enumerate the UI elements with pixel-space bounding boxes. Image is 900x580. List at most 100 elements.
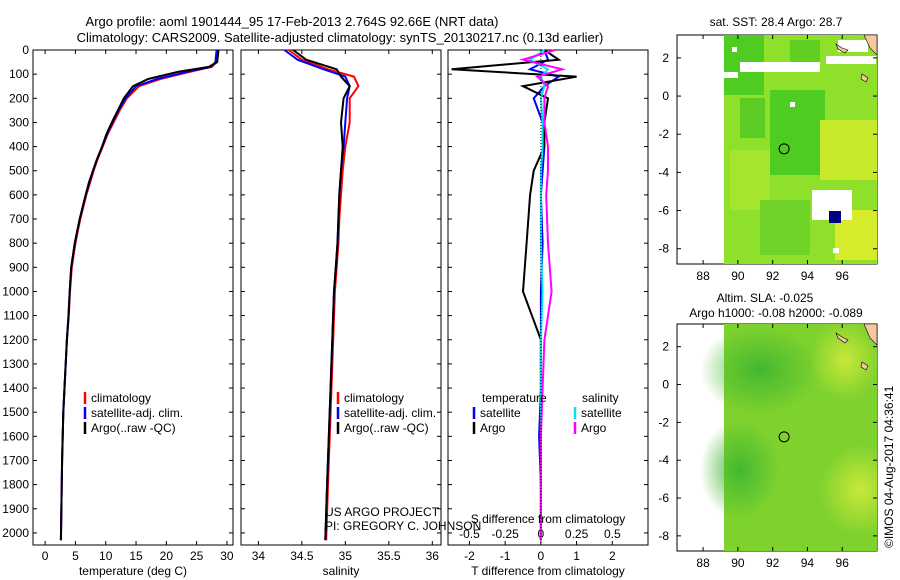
pressure-tick-label: 200 <box>9 91 29 105</box>
map-x-tick-label: 90 <box>731 269 745 283</box>
x-tick-label: 35.5 <box>377 549 401 563</box>
s-diff-tick-label: 0.5 <box>604 527 621 541</box>
legend-t-argo-label: Argo <box>480 421 506 435</box>
legend-climatology-label: climatology <box>344 391 404 405</box>
pressure-tick-label: 2000 <box>2 526 29 540</box>
pressure-axis-ticks: 0 100 200 300 400 500 600 700 800 900 1000 1100 1200… <box>2 43 648 540</box>
sst-map-title: sat. SST: 28.4 Argo: 28.7 <box>710 15 843 29</box>
sla-map-ticks: 88 90 92 94 96 2 0 -2 -4 -6 -8 <box>658 324 877 570</box>
x-tick-label: 2 <box>609 549 616 563</box>
pressure-tick-label: 1100 <box>3 309 29 323</box>
x-tick-label: 30 <box>220 549 234 563</box>
pressure-tick-label: 700 <box>9 212 29 226</box>
pressure-tick-label: 1800 <box>2 478 29 492</box>
pressure-tick-label: 1200 <box>2 333 29 347</box>
x-tick-label: 25 <box>190 549 204 563</box>
salinity-axis-ticks: 34 34.5 35 35.5 36 <box>252 50 440 563</box>
figure-title-line1: Argo profile: aoml 1901444_95 17-Feb-201… <box>86 14 499 29</box>
series-line-argo <box>59 49 220 541</box>
salinity-series <box>283 49 360 541</box>
s-diff-tick-label: -0.25 <box>491 527 519 541</box>
salinity-legend: climatology satellite-adj. clim. Argo(..… <box>336 391 436 435</box>
x-tick-label: 34 <box>252 549 266 563</box>
x-tick-label: 5 <box>72 549 79 563</box>
series-line-satellite <box>283 49 351 541</box>
x-tick-label: 36 <box>426 549 440 563</box>
difference-xlabel: T difference from climatology <box>471 564 625 578</box>
x-tick-label: 0 <box>42 549 49 563</box>
pressure-tick-label: 0 <box>22 43 29 57</box>
x-tick-label: 0 <box>538 549 545 563</box>
map-x-tick-label: 92 <box>766 556 780 570</box>
s-diff-tick-label: -0.5 <box>459 527 480 541</box>
temperature-axis-ticks: 0 5 10 15 20 25 30 <box>42 50 234 563</box>
map-y-tick-label: -8 <box>658 242 669 256</box>
temperature-panel-frame <box>32 49 234 546</box>
sla-map-title: Altim. SLA: -0.025 <box>717 291 814 305</box>
map-x-tick-label: 90 <box>731 556 745 570</box>
sst-map-field <box>722 35 877 264</box>
x-tick-label: 35 <box>339 549 353 563</box>
temperature-xlabel: temperature (deg C) <box>79 564 187 578</box>
pressure-tick-label: 1300 <box>2 357 29 371</box>
map-y-tick-label: -2 <box>658 415 669 429</box>
map-y-tick-label: 0 <box>662 378 669 392</box>
series-line-argo <box>292 49 351 541</box>
temperature-legend: climatology satellite-adj. clim. Argo(..… <box>83 391 183 435</box>
difference-xlabel-salinity: S difference from climatology <box>471 512 626 526</box>
map-y-tick-label: -8 <box>658 529 669 543</box>
map-x-tick-label: 96 <box>836 269 850 283</box>
map-y-tick-label: 0 <box>662 89 669 103</box>
x-tick-label: -2 <box>464 549 475 563</box>
pressure-tick-label: 1900 <box>2 502 29 516</box>
sla-argo-position-marker <box>778 431 790 443</box>
series-line-climatology <box>288 49 360 541</box>
series-line-climatology <box>59 49 219 541</box>
x-tick-label: 10 <box>99 549 113 563</box>
map-y-tick-label: -6 <box>658 204 669 218</box>
s-diff-tick-label: 0.25 <box>565 527 589 541</box>
map-x-tick-label: 96 <box>836 556 850 570</box>
map-x-tick-label: 94 <box>801 556 815 570</box>
temperature-series <box>59 49 220 541</box>
difference-series <box>451 49 577 541</box>
x-tick-label: 34.5 <box>290 549 314 563</box>
salinity-xlabel: salinity <box>323 564 360 578</box>
legend-argo-label: Argo(..raw -QC) <box>344 421 429 435</box>
legend-salinity-title: salinity <box>582 391 619 405</box>
pressure-tick-label: 600 <box>9 188 29 202</box>
project-pi: PI: GREGORY C. JOHNSON <box>325 519 481 533</box>
pressure-tick-label: 900 <box>9 260 29 274</box>
legend-climatology-label: climatology <box>91 391 151 405</box>
salinity-panel-frame <box>240 49 442 546</box>
x-tick-label: 20 <box>160 549 174 563</box>
pressure-tick-label: 800 <box>9 236 29 250</box>
pressure-tick-label: 1600 <box>2 429 29 443</box>
map-y-tick-label: 2 <box>662 340 669 354</box>
pressure-tick-label: 1400 <box>2 381 29 395</box>
pressure-tick-label: 1000 <box>2 284 29 298</box>
map-y-tick-label: -6 <box>658 491 669 505</box>
series-line-t-argo <box>451 49 577 541</box>
difference-legend: temperature salinity satellite Argo sate… <box>472 391 622 435</box>
pressure-tick-label: 1500 <box>2 405 29 419</box>
legend-argo-label: Argo(..raw -QC) <box>91 421 176 435</box>
map-x-tick-label: 94 <box>801 269 815 283</box>
map-y-tick-label: -4 <box>658 453 669 467</box>
pressure-tick-label: 500 <box>9 164 29 178</box>
sla-map-subtitle: Argo h1000: -0.08 h2000: -0.089 <box>689 306 863 320</box>
x-tick-label: -1 <box>500 549 511 563</box>
map-x-tick-label: 88 <box>696 556 710 570</box>
pressure-tick-label: 300 <box>9 115 29 129</box>
sst-argo-value-cell <box>829 211 841 223</box>
legend-satellite-label: satellite-adj. clim. <box>91 406 183 420</box>
map-x-tick-label: 88 <box>696 269 710 283</box>
sst-map-ticks: 88 90 92 94 96 2 0 -2 -4 -6 -8 <box>658 35 877 283</box>
legend-t-satellite-label: satellite <box>480 406 521 420</box>
series-line-satellite <box>59 49 218 541</box>
map-x-tick-label: 92 <box>766 269 780 283</box>
map-y-tick-label: -2 <box>658 127 669 141</box>
x-tick-label: 1 <box>573 549 580 563</box>
